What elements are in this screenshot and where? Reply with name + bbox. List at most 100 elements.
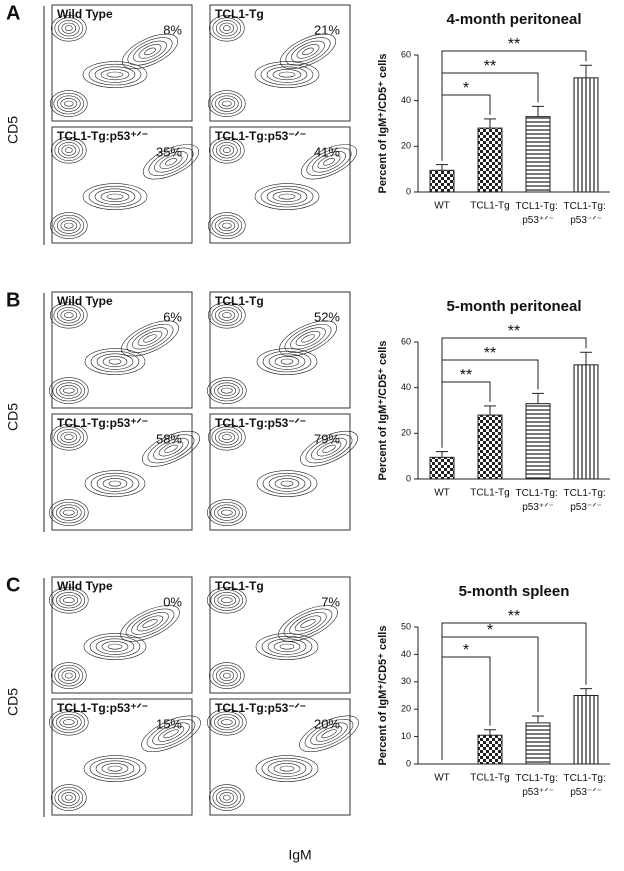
flow-plot-frame bbox=[51, 291, 193, 409]
contour bbox=[50, 301, 88, 329]
flow-plot-percent: 35% bbox=[156, 144, 182, 159]
contour bbox=[142, 144, 200, 180]
contour bbox=[280, 480, 294, 487]
flow-plot-percent: 7% bbox=[321, 594, 340, 609]
contour bbox=[207, 708, 247, 736]
error-bar bbox=[436, 451, 448, 458]
contour bbox=[148, 147, 194, 176]
contour bbox=[51, 136, 87, 164]
contour bbox=[131, 612, 169, 635]
flow-y-label: CD5 bbox=[5, 116, 21, 144]
flow-plot-percent: 15% bbox=[156, 716, 182, 731]
contour bbox=[60, 431, 78, 443]
contour bbox=[53, 214, 85, 237]
contour bbox=[107, 643, 123, 650]
x-tick-label: TCL1-Tg: p53⁺ᐟ⁻ bbox=[515, 773, 560, 798]
contour bbox=[210, 589, 244, 611]
contour bbox=[306, 147, 352, 176]
contour bbox=[50, 423, 88, 451]
flow-plot-percent: 6% bbox=[163, 309, 182, 324]
contour bbox=[51, 662, 87, 689]
x-tick-label: TCL1-Tg: p53⁻ᐟ⁻ bbox=[563, 773, 608, 798]
contour bbox=[255, 633, 319, 660]
flow-y-label: CD5 bbox=[5, 688, 21, 716]
contour bbox=[218, 309, 236, 321]
flow-plot-label: TCL1-Tg bbox=[215, 7, 264, 21]
x-axis-label: IgM bbox=[288, 847, 311, 863]
contour bbox=[209, 14, 245, 42]
contour bbox=[279, 320, 337, 357]
contour bbox=[273, 763, 301, 775]
contour bbox=[164, 444, 178, 453]
contour bbox=[157, 725, 185, 742]
bar bbox=[525, 403, 551, 480]
contour bbox=[90, 472, 140, 495]
y-tick-label: 0 bbox=[406, 186, 411, 196]
flow-plot-label: TCL1-Tg bbox=[215, 579, 264, 593]
contour bbox=[216, 142, 238, 159]
contour bbox=[254, 183, 320, 210]
bar bbox=[477, 414, 503, 480]
y-tick-label: 60 bbox=[401, 336, 411, 346]
contour bbox=[50, 90, 88, 117]
contour bbox=[82, 183, 148, 210]
contour bbox=[63, 597, 75, 604]
contour bbox=[101, 641, 129, 653]
contour bbox=[267, 638, 307, 655]
contour bbox=[285, 37, 331, 66]
contour bbox=[221, 719, 233, 726]
significance-label: ** bbox=[460, 367, 472, 384]
contour bbox=[221, 387, 233, 394]
x-tick-label: TCL1-Tg: p53⁻ᐟ⁻ bbox=[563, 201, 608, 226]
contour bbox=[126, 323, 174, 353]
contour bbox=[211, 214, 243, 237]
x-tick-label: TCL1-Tg bbox=[470, 773, 509, 784]
contour bbox=[136, 615, 164, 632]
flow-plot-label: Wild Type bbox=[57, 7, 113, 21]
contour bbox=[49, 586, 89, 614]
y-tick-label: 40 bbox=[401, 95, 411, 105]
contour bbox=[54, 139, 84, 161]
flow-plot-percent: 41% bbox=[314, 144, 340, 159]
contour bbox=[207, 586, 247, 614]
contour bbox=[272, 191, 302, 203]
y-tick-label: 20 bbox=[401, 704, 411, 714]
contour bbox=[223, 672, 231, 679]
contour bbox=[218, 98, 236, 110]
contour bbox=[64, 222, 74, 229]
chart-title: 4-month peritoneal bbox=[446, 11, 581, 28]
contour bbox=[212, 17, 242, 39]
y-tick-label: 20 bbox=[401, 428, 411, 438]
contour bbox=[65, 672, 73, 679]
contour bbox=[57, 95, 81, 112]
contour bbox=[165, 158, 177, 166]
x-tick-label: TCL1-Tg bbox=[470, 201, 509, 212]
contour bbox=[63, 719, 75, 726]
contour bbox=[208, 212, 246, 239]
contour bbox=[102, 478, 128, 490]
contour bbox=[141, 715, 201, 753]
contour bbox=[95, 638, 135, 655]
contour bbox=[82, 61, 148, 88]
y-tick-label: 50 bbox=[401, 621, 411, 631]
contour bbox=[63, 509, 75, 516]
bar bbox=[429, 456, 455, 480]
contour bbox=[212, 139, 242, 161]
contour bbox=[294, 615, 322, 632]
contour bbox=[50, 212, 88, 239]
contour bbox=[102, 356, 128, 368]
contour bbox=[121, 33, 179, 70]
panel-letter: C bbox=[6, 574, 20, 596]
contour bbox=[94, 66, 136, 83]
contour bbox=[163, 729, 179, 739]
y-tick-label: 0 bbox=[406, 758, 411, 768]
flow-plot-percent: 20% bbox=[314, 716, 340, 731]
contour bbox=[274, 478, 300, 490]
contour bbox=[255, 755, 319, 782]
contour bbox=[214, 592, 240, 609]
contour bbox=[217, 716, 237, 728]
contour bbox=[300, 430, 358, 467]
contour bbox=[221, 597, 233, 604]
flow-plot-label: TCL1-Tg bbox=[215, 294, 264, 308]
y-tick-label: 0 bbox=[406, 473, 411, 483]
